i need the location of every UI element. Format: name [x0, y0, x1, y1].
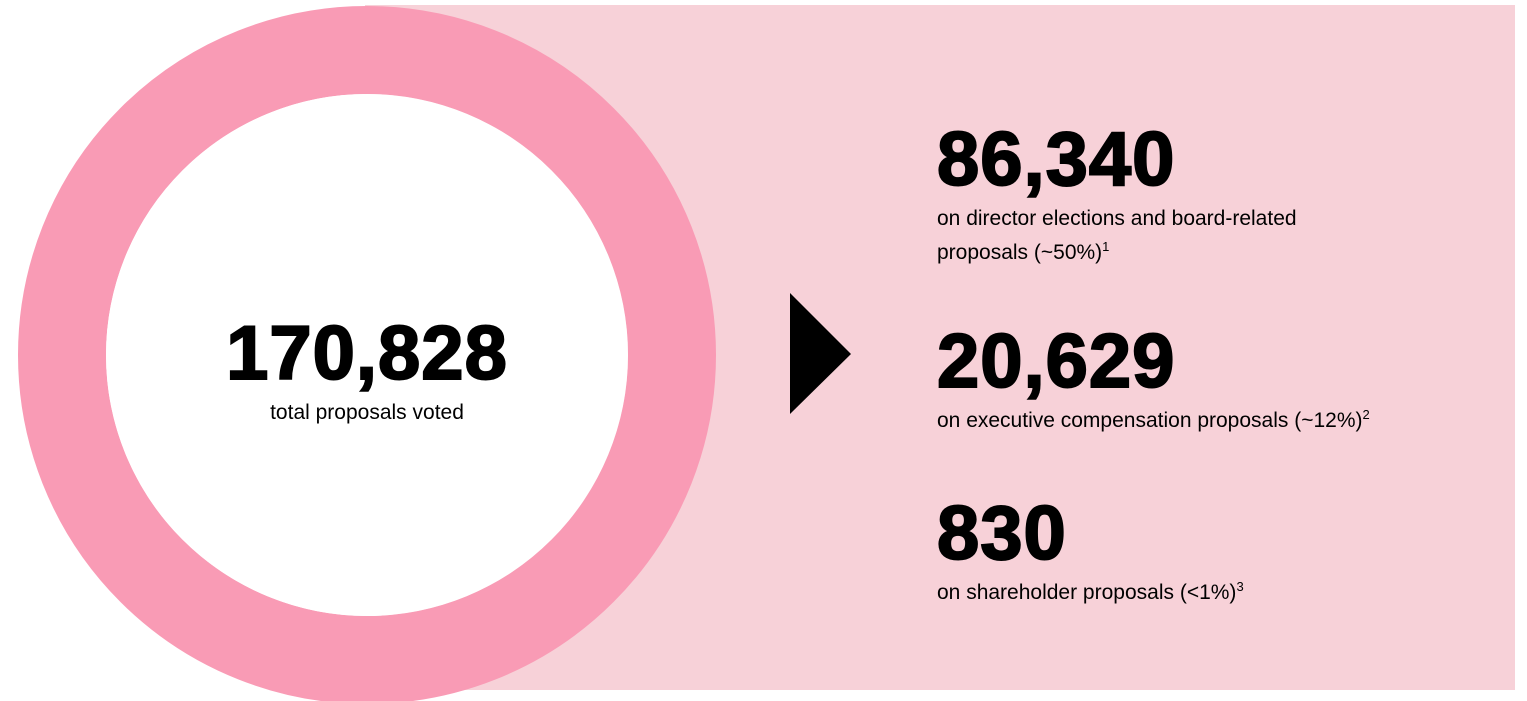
- description-text: on shareholder proposals (<1%): [937, 581, 1237, 604]
- inner-circle: [106, 94, 628, 616]
- stat-value: 86,340: [936, 117, 1176, 202]
- footnote: 2: [1362, 407, 1370, 422]
- stat-description: on director elections and board-related …: [937, 202, 1367, 270]
- ring: [18, 6, 716, 701]
- total-value: 170,828: [225, 311, 508, 396]
- stat-item: 830 on shareholder proposals (<1%)3: [936, 491, 1517, 610]
- stat-value: 830: [936, 491, 1067, 576]
- stat-item: 86,340 on director elections and board-r…: [936, 117, 1367, 270]
- arrow: [790, 293, 851, 414]
- footnote: 3: [1236, 579, 1244, 594]
- stat-description: on executive compensation proposals (~12…: [937, 404, 1517, 438]
- description-text: on executive compensation proposals (~12…: [937, 409, 1363, 432]
- total-label: total proposals voted: [270, 401, 464, 424]
- stat-value: 20,629: [936, 319, 1176, 404]
- stat-description: on shareholder proposals (<1%)3: [937, 576, 1517, 610]
- stat-item: 20,629 on executive compensation proposa…: [936, 319, 1517, 438]
- footnote: 1: [1102, 239, 1110, 254]
- description-text: on director elections and board-related …: [937, 207, 1297, 264]
